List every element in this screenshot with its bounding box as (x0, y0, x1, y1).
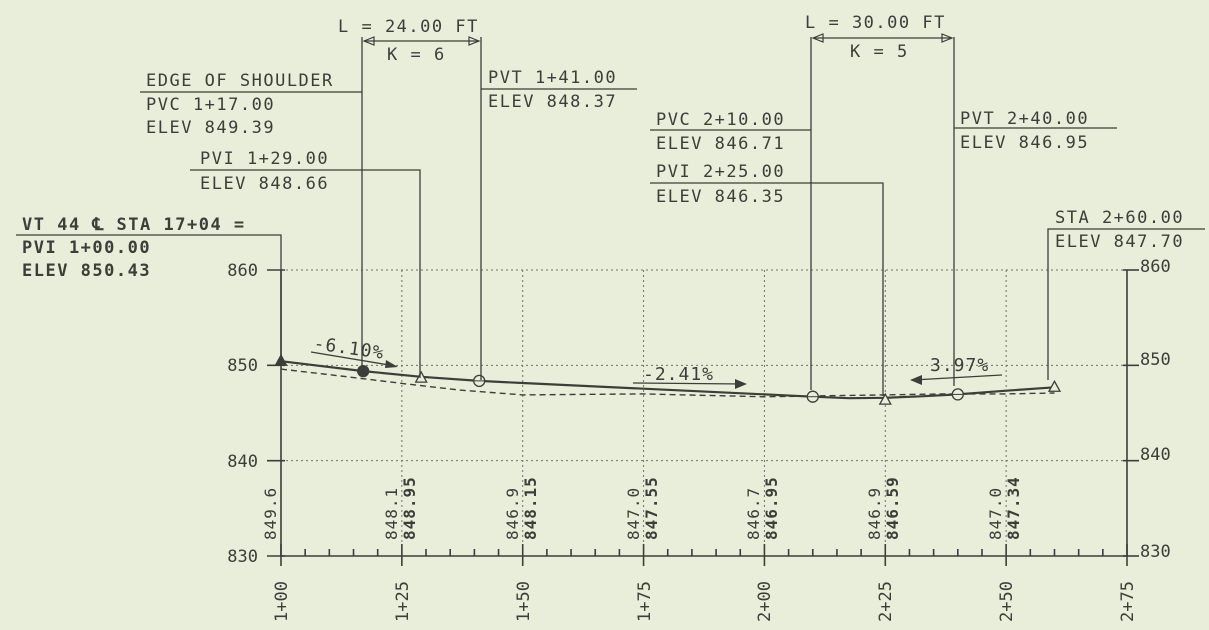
x-tick-label: 1+75 (635, 581, 655, 622)
dimension-arrowhead (468, 36, 481, 46)
slope-label: -6.10% (312, 333, 385, 364)
slope-arrow (632, 382, 745, 385)
slope-arrow (310, 351, 396, 367)
proposed-elevation-label: 848.15 (521, 476, 540, 540)
pvc-1-station: PVC 1+17.00 (146, 95, 275, 115)
y-tick-label: 860 (1140, 257, 1171, 277)
end-point-annotation: STA 2+60.00 ELEV 847.70 (1047, 208, 1205, 380)
existing-elevation-label: 846.7 (744, 487, 763, 540)
proposed-elevation-label: 847.34 (1004, 476, 1023, 540)
slope-arrowhead (910, 375, 922, 385)
end-leader (1047, 228, 1205, 380)
existing-elevation-label: 846.9 (865, 487, 884, 540)
start-leader (16, 234, 282, 360)
pvi-2-leader (650, 182, 884, 396)
dimension-arrowhead (811, 33, 824, 43)
proposed-elevation-label: 848.95 (400, 476, 419, 540)
curve-2-k-value: K = 5 (850, 42, 909, 62)
y-tick-label: 860 (227, 261, 258, 281)
start-station: PVI 1+00.00 (22, 238, 151, 258)
x-tick-label: 2+75 (1118, 581, 1138, 622)
x-tick-label: 2+50 (997, 581, 1017, 622)
curve-1-length: L = 24.00 FT (338, 17, 479, 37)
x-tick-labels: 1+00 1+25 1+50 1+75 2+00 2+25 2+50 2+75 (272, 581, 1138, 622)
slope-label: 3.97% (930, 355, 989, 376)
pvi-2-elevation: ELEV 846.35 (656, 187, 785, 207)
pvc-1-title: EDGE OF SHOULDER (146, 71, 334, 91)
y-tick-label: 830 (1140, 542, 1171, 562)
curve-1-annotations: L = 24.00 FT K = 6 EDGE OF SHOULDER PVC … (140, 17, 637, 380)
dimension-arrowhead (362, 36, 375, 46)
pvi-marker (878, 392, 892, 405)
curve-2-length: L = 30.00 FT (805, 13, 946, 33)
existing-elevation-label: 847.0 (624, 487, 643, 540)
y-tick-label: 830 (227, 547, 258, 567)
pvt-2-elevation: ELEV 846.95 (960, 133, 1089, 153)
start-point-annotation: VT 44 ℄ STA 17+04 = PVI 1+00.00 ELEV 850… (16, 215, 282, 360)
y-tick-labels-right: 860 850 840 830 (1140, 257, 1171, 562)
slope-arrow (912, 374, 1003, 381)
y-tick-label: 840 (1140, 445, 1171, 465)
curve-point-marker (357, 364, 370, 378)
pvt-2-station: PVT 2+40.00 (960, 109, 1089, 129)
axis-ticks (267, 269, 1139, 566)
existing-elevation-label: 848.1 (382, 487, 401, 540)
slope-label: -2.41% (643, 364, 714, 385)
y-tick-label: 840 (227, 452, 258, 472)
proposed-elevation-label: 847.55 (642, 476, 661, 540)
pvc-2-elevation: ELEV 846.71 (656, 134, 785, 154)
pvi-marker (1047, 379, 1062, 392)
x-tick-label: 1+00 (272, 581, 292, 622)
grade-markers (274, 353, 1062, 405)
x-tick-label: 2+00 (755, 581, 775, 622)
station-elevation-labels: 849.6 848.1 848.95 846.9 848.15 847.0 84… (261, 476, 1023, 540)
slope-annotations: -6.10% -2.41% 3.97% (310, 333, 1003, 389)
x-tick-label: 2+25 (876, 581, 896, 622)
slope-arrowhead (735, 379, 747, 389)
curve-2-annotations: L = 30.00 FT K = 5 PVC 2+10.00 ELEV 846.… (650, 13, 1117, 396)
proposed-elevation-label: 846.59 (883, 476, 902, 540)
dimension-arrowhead (941, 33, 954, 43)
start-elevation: ELEV 850.43 (22, 261, 151, 281)
end-elevation: ELEV 847.70 (1055, 232, 1184, 252)
existing-elevation-label: 849.6 (261, 487, 280, 540)
pvi-1-leader (190, 169, 421, 378)
proposed-elevation-label: 846.95 (762, 476, 781, 540)
pvc-1-elevation: ELEV 849.39 (146, 118, 275, 138)
y-tick-label: 850 (227, 356, 258, 376)
grid (281, 269, 1127, 556)
x-tick-label: 1+50 (514, 581, 534, 622)
start-reference: VT 44 ℄ STA 17+04 = (22, 215, 246, 235)
end-station: STA 2+60.00 (1055, 208, 1184, 228)
pvt-1-station: PVT 1+41.00 (488, 68, 617, 88)
pvt-1-elevation: ELEV 848.37 (488, 92, 617, 112)
curve-1-k-value: K = 6 (387, 45, 446, 65)
y-tick-label: 850 (1140, 350, 1171, 370)
pvi-2-station: PVI 2+25.00 (656, 162, 785, 182)
existing-elevation-label: 847.0 (986, 487, 1005, 540)
slope-arrowhead (385, 360, 398, 368)
y-tick-labels-left: 860 850 840 830 (227, 261, 258, 567)
pvi-1-station: PVI 1+29.00 (200, 149, 329, 169)
pvi-marker (274, 353, 288, 366)
pvc-2-station: PVC 2+10.00 (656, 110, 785, 130)
x-tick-label: 1+25 (393, 581, 413, 622)
pvi-1-elevation: ELEV 848.66 (200, 174, 329, 194)
existing-elevation-label: 846.9 (503, 487, 522, 540)
pvi-marker (414, 370, 428, 383)
